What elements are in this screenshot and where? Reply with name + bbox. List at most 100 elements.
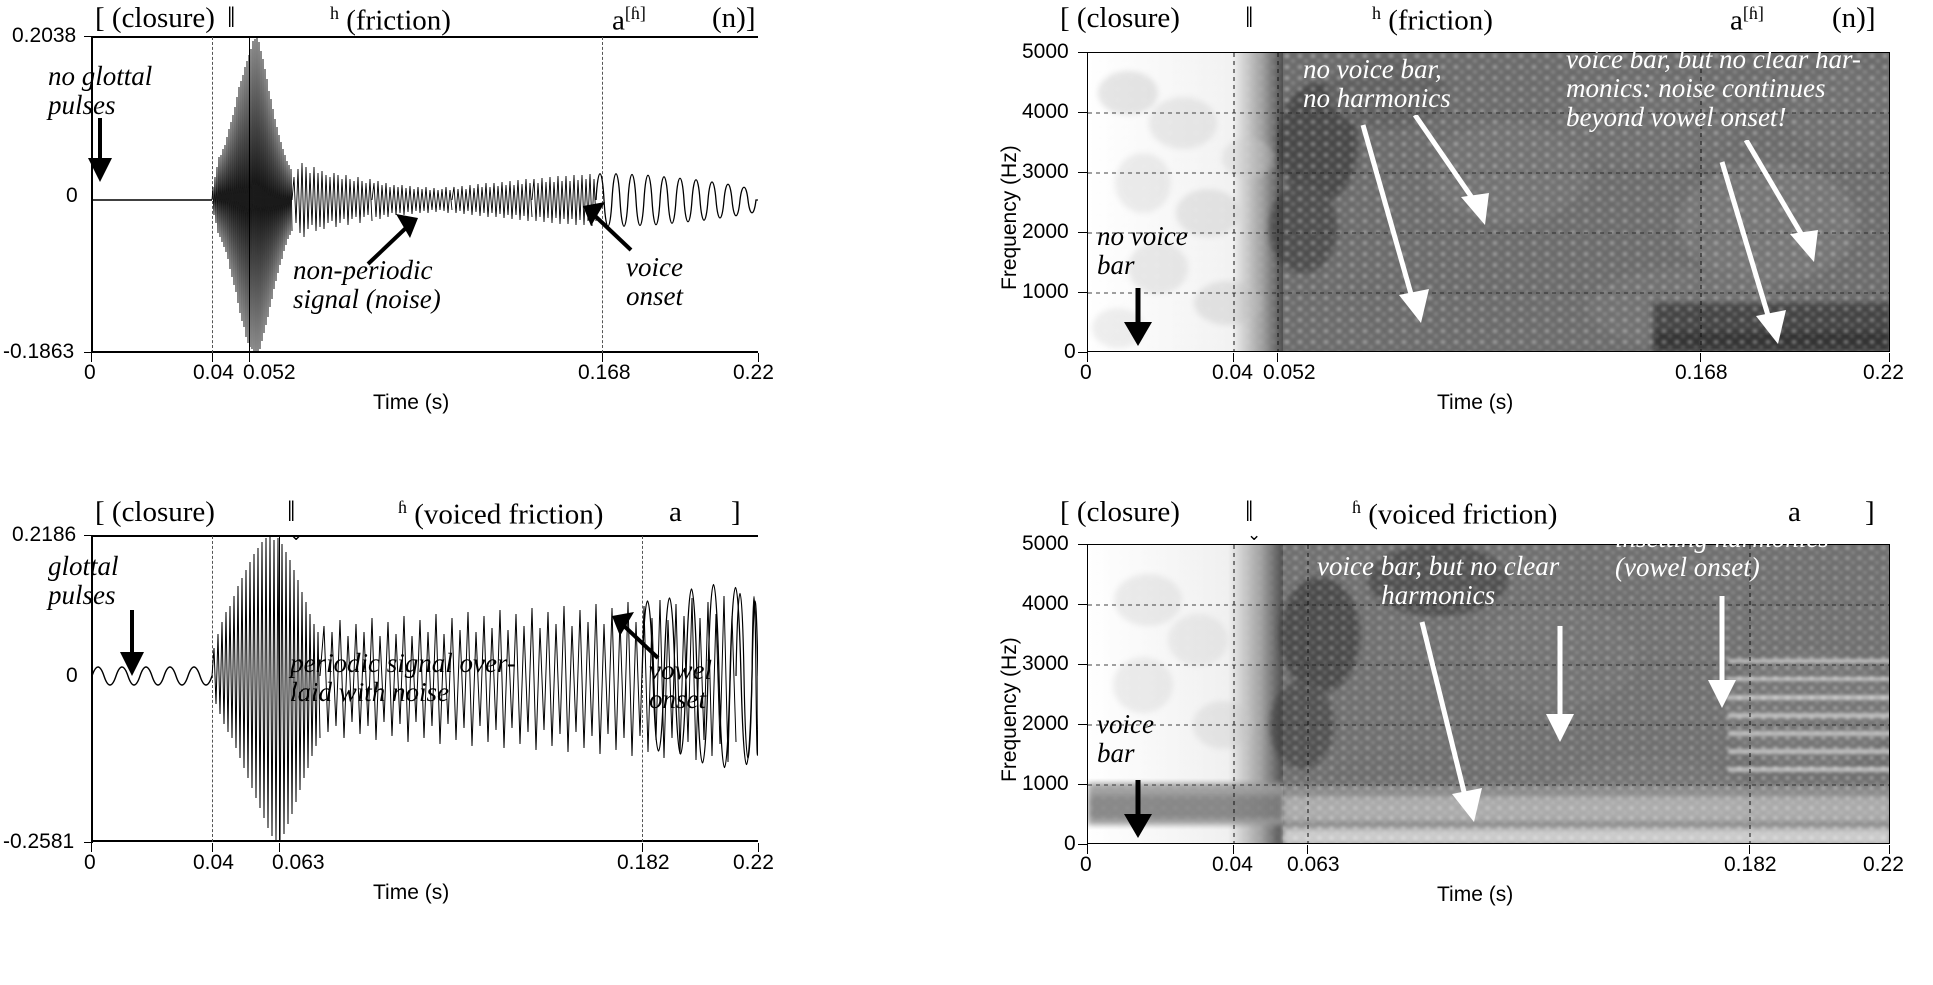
xtick-0.04 [1233, 845, 1234, 854]
panel-bottom-left-waveform: [ (closure) ‖ ⌄ ɦ (voiced friction) a ] [0, 492, 960, 985]
transcription-boundary-bars: ‖ [1245, 495, 1254, 528]
spectrogram-image [1087, 544, 1890, 844]
transcription-friction: h (friction) [330, 4, 451, 36]
ytick-0 [1078, 844, 1088, 845]
ytick-2000 [1078, 232, 1088, 233]
transcription-vowel: a [1788, 496, 1801, 528]
annotation-line: periodic signal over- [290, 648, 516, 678]
ytick-5000 [1078, 52, 1088, 53]
x-tick-label-1: 0.04 [1212, 361, 1253, 384]
transcription-vowel: a[ɦ] [612, 4, 646, 36]
ytick-3000 [1078, 664, 1088, 665]
ytick-1000 [1078, 292, 1088, 293]
xtick-0.182 [1749, 845, 1750, 854]
ytick-3000 [1078, 172, 1088, 173]
transcription-coda: (n)] [712, 2, 756, 34]
panel-top-left-waveform: [ (closure) ‖ h (friction) a[ɦ] (n)] [0, 0, 960, 492]
friction-superscript: ɦ [1352, 497, 1361, 517]
plot-top-border [91, 535, 758, 537]
waveform-plot-frame [91, 36, 758, 353]
transcription-friction: ɦ (voiced friction) [398, 498, 603, 530]
x-axis-title: Time (s) [1437, 883, 1514, 906]
transcription-friction: h (friction) [1372, 4, 1493, 36]
x-tick-label-3: 0.182 [1724, 853, 1777, 876]
xtick-0.22 [1889, 845, 1890, 854]
transcription-coda: ] [1865, 496, 1875, 528]
annotation-no-glottal-pulses: no glottal pulses [48, 61, 153, 121]
friction-superscript: ɦ [398, 497, 407, 517]
x-tick-label-1: 0.04 [193, 851, 234, 874]
ytick-4000 [1078, 604, 1088, 605]
friction-text: (voiced friction) [1360, 498, 1558, 531]
x-tick-label-3: 0.182 [617, 851, 670, 874]
x-axis-title: Time (s) [1437, 391, 1514, 414]
annotation-line: voice bar, but no clear har- [1566, 44, 1861, 74]
ytick-0 [1078, 352, 1088, 353]
y-tick-label-0: 0 [1064, 340, 1076, 363]
ytick-max [84, 535, 93, 536]
annotation-voice-onset: voice onset [626, 252, 683, 311]
boundary-caret-icon: ⌄ [1247, 525, 1262, 544]
plot-top-border [91, 36, 758, 38]
y-tick-label-2000: 2000 [1022, 712, 1069, 735]
transcription-boundary-bars: ‖ [227, 1, 236, 34]
xtick-0 [1087, 353, 1088, 362]
y-zero-label: 0 [66, 664, 78, 687]
annotation-line: signal (noise) [293, 284, 441, 315]
transcription-vowel: a[ɦ] [1730, 4, 1764, 36]
xtick-0.04 [212, 843, 213, 852]
vowel-superscript: [ɦ] [624, 3, 646, 23]
friction-text: (friction) [1380, 4, 1493, 37]
annotation-line: no glottal [48, 61, 153, 91]
annotation-insetting-harmonies: insetting harmonies (vowel onset) [1615, 523, 1829, 582]
arrow-voice-bar [1124, 780, 1152, 838]
annotation-line: no harmonics [1303, 83, 1451, 114]
y-tick-label-1000: 1000 [1022, 772, 1069, 795]
transcription-coda: ] [731, 496, 741, 528]
xtick-0.04 [212, 353, 213, 362]
arrow-glottal-pulses [120, 610, 144, 676]
y-tick-label-0: 0 [1064, 832, 1076, 855]
x-tick-label-2: 0.052 [1263, 361, 1316, 384]
y-tick-label-2000: 2000 [1022, 220, 1069, 243]
x-tick-label-1: 0.04 [1212, 853, 1253, 876]
x-axis-title: Time (s) [373, 391, 450, 414]
boundary-caret-icon: ⌄ [289, 525, 304, 544]
y-min-label: -0.2581 [3, 830, 75, 853]
transcription-closure: [ (closure) [1060, 496, 1180, 528]
arrows-no-voice-bar-no-harmonics [1360, 115, 1489, 323]
annotation-line: glottal [48, 551, 119, 581]
x-tick-label-0: 0 [84, 361, 96, 384]
vowel-base: a [1730, 4, 1743, 37]
transcription-vowel: a [669, 496, 682, 528]
xtick-0 [1087, 845, 1088, 854]
ytick-2000 [1078, 724, 1088, 725]
xtick-0.052 [1277, 353, 1278, 362]
y-tick-label-1000: 1000 [1022, 280, 1069, 303]
x-tick-label-4: 0.22 [733, 851, 774, 874]
annotation-line: bar [1097, 738, 1135, 769]
y-axis-title: Frequency (Hz) [998, 145, 1021, 290]
x-tick-label-1: 0.04 [193, 361, 234, 384]
y-zero-label: 0 [66, 184, 78, 207]
annotation-line: voice [626, 252, 683, 282]
annotation-line: voice [1097, 709, 1154, 739]
annotation-line: pulses [48, 580, 116, 611]
xtick-0.04 [1233, 353, 1234, 362]
arrow-voice-onset [583, 202, 633, 252]
annotation-line: laid with noise [290, 677, 450, 708]
annotation-line: beyond vowel onset! [1566, 102, 1787, 133]
xtick-0 [91, 353, 92, 362]
transcription-boundary-bars: ‖ [1245, 1, 1254, 34]
x-tick-label-4: 0.22 [1863, 853, 1904, 876]
y-tick-label-5000: 5000 [1022, 40, 1069, 63]
transcription-friction: ɦ (voiced friction) [1352, 498, 1557, 530]
friction-text: (friction) [338, 4, 451, 37]
x-tick-label-2: 0.063 [272, 851, 325, 874]
annotation-voice-bar-no-clear-harmonics: voice bar, but no clear harmonics [1317, 551, 1559, 610]
annotation-line: pulses [48, 90, 116, 121]
xtick-0.22 [758, 843, 759, 852]
x-tick-label-4: 0.22 [1863, 361, 1904, 384]
arrow-no-glottal-pulses [88, 118, 112, 182]
